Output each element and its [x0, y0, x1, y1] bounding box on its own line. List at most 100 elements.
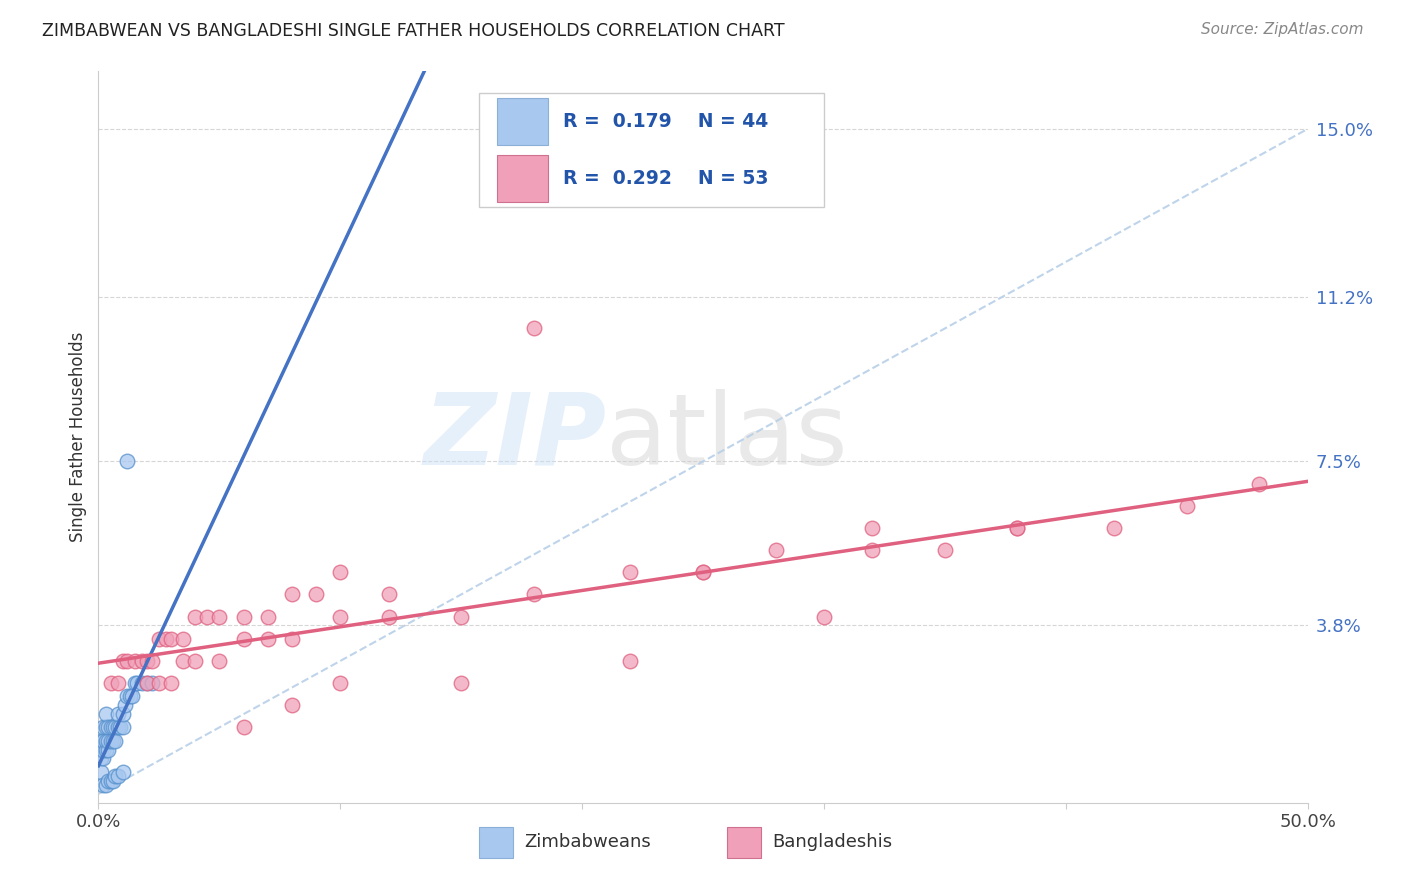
Point	[94, 721, 117, 735]
Point	[305, 587, 328, 601]
Point	[1175, 499, 1198, 513]
Text: ZIP: ZIP	[423, 389, 606, 485]
Point	[111, 707, 134, 722]
Point	[97, 773, 120, 788]
Point	[281, 698, 304, 713]
Point	[104, 733, 127, 747]
Point	[256, 632, 278, 646]
Point	[1007, 521, 1029, 535]
Point	[329, 609, 352, 624]
Point	[94, 733, 117, 747]
Point	[107, 676, 129, 690]
Point	[100, 733, 122, 747]
Point	[111, 654, 134, 668]
Point	[91, 742, 114, 756]
Point	[148, 632, 170, 646]
Point	[232, 609, 254, 624]
Point	[281, 587, 304, 601]
Point	[117, 654, 139, 668]
Point	[184, 654, 207, 668]
Point	[765, 543, 787, 558]
Point	[100, 773, 122, 788]
Point	[90, 733, 112, 747]
Point	[94, 742, 117, 756]
Y-axis label: Single Father Households: Single Father Households	[69, 332, 87, 542]
Point	[232, 632, 254, 646]
Point	[135, 676, 157, 690]
Point	[172, 654, 194, 668]
Point	[97, 733, 120, 747]
Point	[619, 654, 641, 668]
Point	[208, 609, 231, 624]
Point	[619, 566, 641, 580]
Point	[1007, 521, 1029, 535]
Text: Source: ZipAtlas.com: Source: ZipAtlas.com	[1201, 22, 1364, 37]
Point	[101, 721, 124, 735]
Point	[94, 707, 117, 722]
Point	[141, 654, 163, 668]
Point	[100, 721, 122, 735]
Point	[90, 764, 112, 779]
Point	[111, 764, 134, 779]
Point	[100, 676, 122, 690]
Point	[117, 454, 139, 468]
Point	[91, 778, 114, 792]
Text: Bangladeshis: Bangladeshis	[772, 832, 891, 851]
Point	[377, 587, 399, 601]
FancyBboxPatch shape	[498, 98, 548, 145]
Point	[692, 566, 714, 580]
Point	[450, 676, 472, 690]
Point	[114, 698, 136, 713]
Point	[232, 721, 254, 735]
Text: Zimbabweans: Zimbabweans	[524, 832, 651, 851]
Point	[131, 676, 153, 690]
Point	[934, 543, 956, 558]
Point	[184, 609, 207, 624]
Point	[692, 566, 714, 580]
Point	[860, 543, 883, 558]
Point	[121, 690, 143, 704]
Point	[1249, 476, 1271, 491]
Point	[131, 654, 153, 668]
Text: R =  0.292    N = 53: R = 0.292 N = 53	[562, 169, 768, 188]
Point	[155, 632, 177, 646]
Point	[160, 676, 183, 690]
Point	[860, 521, 883, 535]
Point	[135, 676, 157, 690]
Point	[329, 566, 352, 580]
Point	[124, 654, 146, 668]
FancyBboxPatch shape	[479, 94, 824, 207]
Point	[90, 742, 112, 756]
Point	[256, 609, 278, 624]
Point	[1102, 521, 1125, 535]
Point	[101, 773, 124, 788]
Point	[107, 721, 129, 735]
Point	[111, 721, 134, 735]
Point	[135, 654, 157, 668]
Point	[117, 690, 139, 704]
Point	[124, 676, 146, 690]
Point	[94, 778, 117, 792]
Point	[97, 721, 120, 735]
Point	[377, 609, 399, 624]
Point	[91, 721, 114, 735]
Point	[148, 676, 170, 690]
Point	[141, 676, 163, 690]
Text: ZIMBABWEAN VS BANGLADESHI SINGLE FATHER HOUSEHOLDS CORRELATION CHART: ZIMBABWEAN VS BANGLADESHI SINGLE FATHER …	[42, 22, 785, 40]
FancyBboxPatch shape	[498, 154, 548, 202]
Point	[107, 707, 129, 722]
Point	[104, 721, 127, 735]
Point	[108, 721, 131, 735]
Point	[97, 742, 120, 756]
FancyBboxPatch shape	[727, 827, 761, 858]
Point	[90, 751, 112, 765]
Point	[107, 769, 129, 783]
Point	[813, 609, 835, 624]
Point	[281, 632, 304, 646]
Point	[91, 751, 114, 765]
Point	[91, 733, 114, 747]
Text: atlas: atlas	[606, 389, 848, 485]
Point	[172, 632, 194, 646]
Text: R =  0.179    N = 44: R = 0.179 N = 44	[562, 112, 768, 131]
Point	[118, 690, 141, 704]
